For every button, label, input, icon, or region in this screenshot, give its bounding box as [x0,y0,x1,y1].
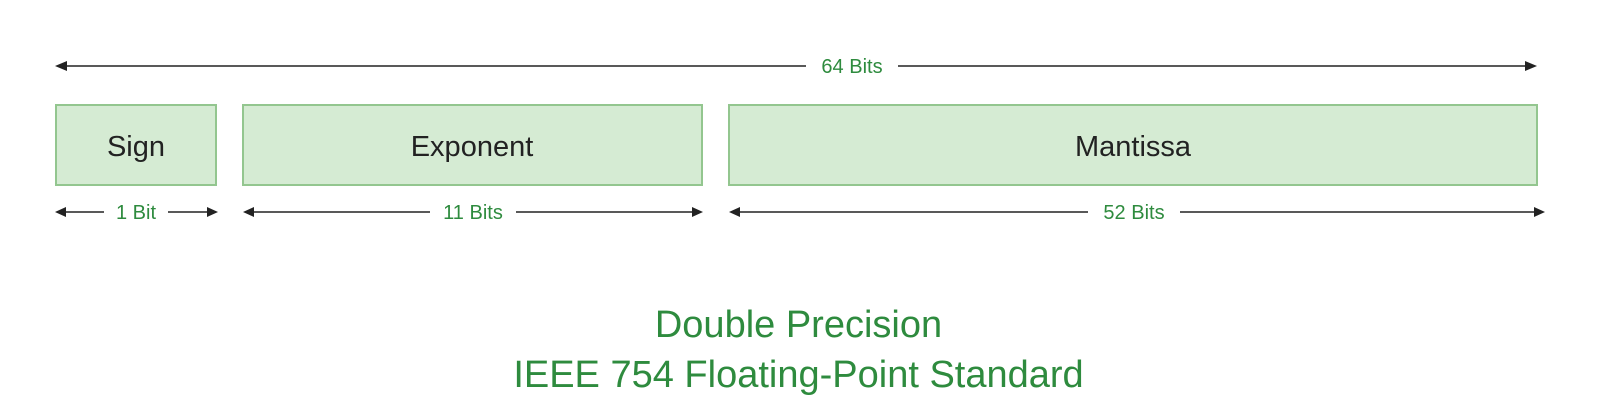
total-bits-label: 64 Bits [821,56,882,78]
mantissa-width-arrow: 52 Bits [729,198,1545,226]
sign-field: Sign [55,104,217,186]
caption-title: Double Precision [654,304,943,346]
mantissa-bits-label: 52 Bits [1103,202,1164,224]
mantissa-field: Mantissa [728,104,1538,186]
exponent-field: Exponent [242,104,703,186]
caption-subtitle: IEEE 754 Floating-Point Standard [513,354,1084,396]
sign-bits-label: 1 Bit [116,202,156,224]
sign-field-label: Sign [107,131,165,163]
sign-width-arrow: 1 Bit [55,198,218,226]
exponent-field-label: Exponent [411,131,534,163]
mantissa-field-label: Mantissa [1075,131,1192,163]
exponent-bits-label: 11 Bits [443,202,503,224]
total-width-arrow: 64 Bits [55,52,1537,80]
exponent-width-arrow: 11 Bits [243,198,703,226]
